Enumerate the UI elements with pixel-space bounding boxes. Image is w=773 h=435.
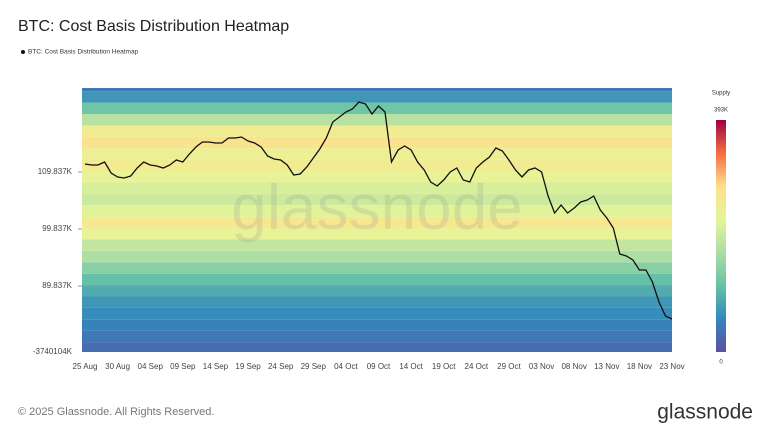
heatmap-band: [82, 159, 672, 172]
x-tick-label: 09 Oct: [367, 362, 391, 371]
legend-marker: [21, 50, 25, 54]
heatmap-band: [82, 205, 672, 217]
x-tick-label: 03 Nov: [529, 362, 554, 371]
heatmap-band: [82, 239, 672, 251]
x-tick-label: 14 Oct: [399, 362, 423, 371]
colorbar-tick-label: 393K: [714, 108, 728, 114]
logo: glassnode: [657, 401, 753, 424]
heatmap-band: [82, 148, 672, 160]
price-line: [84, 101, 673, 320]
x-tick-label: 18 Nov: [627, 362, 652, 371]
legend-label: BTC: Cost Basis Distribution Heatmap: [28, 49, 139, 56]
heatmap-band: [82, 171, 672, 183]
copyright: © 2025 Glassnode. All Rights Reserved.: [18, 406, 214, 418]
heatmap-band: [82, 285, 672, 297]
y-floor-label: -3740104K: [33, 347, 73, 356]
heatmap-band: [82, 250, 672, 263]
heatmap-band: [82, 262, 672, 274]
plot-area: glassnode: [82, 88, 673, 352]
y-tick-label: 89.837K: [42, 281, 72, 290]
x-tick-label: 19 Sep: [235, 362, 261, 371]
x-tick-label: 25 Aug: [73, 362, 98, 371]
heatmap-band: [82, 88, 672, 92]
colorbar-title: Supply: [712, 91, 730, 97]
colorbar-tick-label: 0: [719, 360, 723, 366]
y-tick-label: 99.837K: [42, 224, 72, 233]
x-tick-label: 24 Sep: [268, 362, 294, 371]
x-tick-label: 30 Aug: [105, 362, 130, 371]
x-tick-label: 23 Nov: [659, 362, 684, 371]
x-tick-label: 04 Oct: [334, 362, 358, 371]
heatmap-band: [82, 125, 672, 137]
heatmap-band: [82, 296, 672, 308]
heatmap-band: [82, 228, 672, 240]
heatmap-band: [82, 114, 672, 126]
x-tick-label: 19 Oct: [432, 362, 456, 371]
x-tick-label: 29 Oct: [497, 362, 521, 371]
x-tick-label: 13 Nov: [594, 362, 619, 371]
heatmap-band: [82, 193, 672, 206]
x-tick-label: 09 Sep: [170, 362, 196, 371]
heatmap-band: [82, 136, 672, 149]
chart-title: BTC: Cost Basis Distribution Heatmap: [18, 18, 289, 35]
x-tick-label: 24 Oct: [465, 362, 489, 371]
heatmap-band: [82, 273, 672, 286]
colorbar: [716, 120, 726, 352]
x-tick-label: 08 Nov: [561, 362, 586, 371]
heatmap-band: [82, 330, 672, 343]
watermark: glassnode: [231, 171, 523, 243]
heatmap-band: [82, 91, 672, 103]
y-tick-label: 109.837K: [38, 167, 73, 176]
heatmap-band: [82, 182, 672, 194]
x-tick-label: 04 Sep: [138, 362, 164, 371]
heatmap-band: [82, 216, 672, 229]
heatmap-band: [82, 307, 672, 320]
x-tick-label: 29 Sep: [301, 362, 327, 371]
heatmap-band: [82, 319, 672, 331]
x-tick-label: 14 Sep: [203, 362, 229, 371]
heatmap-band: [82, 342, 672, 352]
